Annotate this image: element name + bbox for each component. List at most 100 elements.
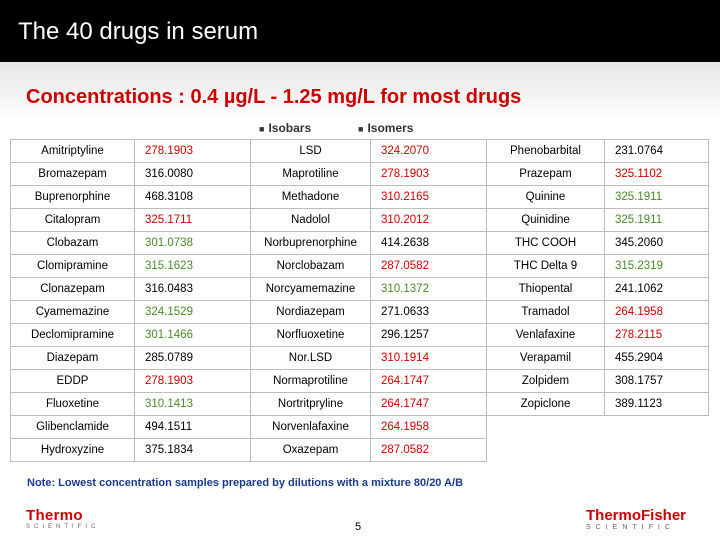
drug-name-cell: Phenobarbital <box>486 139 605 163</box>
logo-left-word: Thermo <box>26 507 83 524</box>
mass-cell: 310.1372 <box>370 277 487 301</box>
table-row: Glibenclamide 494.1511 Norvenlafaxine 264.1… <box>10 415 709 439</box>
drug-name-cell: Quinine <box>486 185 605 209</box>
mass-cell: 278.1903 <box>370 162 487 186</box>
drug-name-cell: Oxazepam <box>250 438 371 462</box>
table-row: Clomipramine 315.1623 Norclobazam 287.0582 T… <box>10 254 709 278</box>
mass-cell: 264.1958 <box>370 415 487 439</box>
drug-name-cell: Norclobazam <box>250 254 371 278</box>
mass-cell: 414.2638 <box>370 231 487 255</box>
drug-name-cell: Nor.LSD <box>250 346 371 370</box>
mass-cell: 310.1413 <box>134 392 251 416</box>
mass-cell: 325.1102 <box>604 162 709 186</box>
drug-name-cell: Normaprotiline <box>250 369 371 393</box>
drug-name-cell: THC COOH <box>486 231 605 255</box>
mass-cell: 264.1958 <box>604 300 709 324</box>
drugs-table: Amitriptyline 278.1903 LSD 324.2070 Phenobar… <box>10 139 709 462</box>
drugs-table-body: Amitriptyline 278.1903 LSD 324.2070 Phenobar… <box>10 139 709 462</box>
mass-cell: 278.2115 <box>604 323 709 347</box>
mass-cell: 325.1711 <box>134 208 251 232</box>
legend-isobars: ■ Isobars <box>259 121 311 135</box>
mass-cell: 285.0789 <box>134 346 251 370</box>
drug-name-cell: Glibenclamide <box>10 415 135 439</box>
mass-cell: 241.1062 <box>604 277 709 301</box>
slide-subtitle: Concentrations : 0.4 µg/L - 1.25 mg/L fo… <box>26 86 522 108</box>
drug-name-cell: THC Delta 9 <box>486 254 605 278</box>
drug-name-cell: Fluoxetine <box>10 392 135 416</box>
page-number: 5 <box>355 521 362 533</box>
mass-cell: 301.0738 <box>134 231 251 255</box>
drug-name-cell: Hydroxyzine <box>10 438 135 462</box>
mass-cell: 264.1747 <box>370 392 487 416</box>
table-row: Bromazepam 316.0080 Maprotiline 278.1903 Pra… <box>10 162 709 186</box>
legend-isobars-label: Isobars <box>268 121 312 135</box>
drug-name-cell: Clonazepam <box>10 277 135 301</box>
mass-cell: 310.1914 <box>370 346 487 370</box>
table-row: Citalopram 325.1711 Nadolol 310.2012 Quinidi… <box>10 208 709 232</box>
drug-name-cell: Venlafaxine <box>486 323 605 347</box>
mass-cell: 287.0582 <box>370 438 487 462</box>
mass-cell: 310.2012 <box>370 208 487 232</box>
drug-name-cell: Quinidine <box>486 208 605 232</box>
drug-name-cell: Tramadol <box>486 300 605 324</box>
drug-name-cell: Zopiclone <box>486 392 605 416</box>
thermo-scientific-logo: Thermo SCIENTIFIC <box>26 508 99 531</box>
bullet-icon: ■ <box>358 124 364 134</box>
table-row: Hydroxyzine 375.1834 Oxazepam 287.0582 <box>10 438 709 462</box>
mass-cell: 316.0080 <box>134 162 251 186</box>
mass-cell: 468.3108 <box>134 185 251 209</box>
mass-cell: 287.0582 <box>370 254 487 278</box>
mass-cell: 345.2060 <box>604 231 709 255</box>
mass-cell: 316.0483 <box>134 277 251 301</box>
subtitle-band <box>0 62 720 120</box>
table-row: Declomipramine 301.1466 Norfluoxetine 296.1… <box>10 323 709 347</box>
mass-cell: 315.1623 <box>134 254 251 278</box>
drug-name-cell: Zolpidem <box>486 369 605 393</box>
mass-cell: 271.0633 <box>370 300 487 324</box>
drug-name-cell: Norcyamemazine <box>250 277 371 301</box>
mass-cell: 494.1511 <box>134 415 251 439</box>
table-row: Diazepam 285.0789 Nor.LSD 310.1914 Verapamil… <box>10 346 709 370</box>
mass-cell: 455.2904 <box>604 346 709 370</box>
table-row: Amitriptyline 278.1903 LSD 324.2070 Phenobar… <box>10 139 709 163</box>
logo-right-sub: SCIENTIFIC <box>586 524 675 531</box>
mass-cell: 264.1747 <box>370 369 487 393</box>
empty-cell <box>605 439 709 462</box>
legend-isomers: ■ Isomers <box>358 121 413 135</box>
mass-cell: 296.1257 <box>370 323 487 347</box>
drug-name-cell: Buprenorphine <box>10 185 135 209</box>
drug-name-cell: Clobazam <box>10 231 135 255</box>
mass-cell: 325.1911 <box>604 208 709 232</box>
drug-name-cell: Methadone <box>250 185 371 209</box>
drug-name-cell: Norbuprenorphine <box>250 231 371 255</box>
note-text: Note: Lowest concentration samples prepa… <box>27 477 464 489</box>
mass-cell: 324.1529 <box>134 300 251 324</box>
legend-isomers-label: Isomers <box>367 121 414 135</box>
mass-cell: 325.1911 <box>604 185 709 209</box>
thermofisher-scientific-logo: ThermoFisher SCIENTIFIC <box>586 508 686 532</box>
drug-name-cell: LSD <box>250 139 371 163</box>
drug-name-cell: Verapamil <box>486 346 605 370</box>
table-row: EDDP 278.1903 Normaprotiline 264.1747 Zolpid… <box>10 369 709 393</box>
drug-name-cell: Cyamemazine <box>10 300 135 324</box>
mass-cell: 315.2319 <box>604 254 709 278</box>
empty-cell <box>487 416 605 439</box>
mass-cell: 308.1757 <box>604 369 709 393</box>
mass-cell: 278.1903 <box>134 369 251 393</box>
slide-title: The 40 drugs in serum <box>18 18 259 45</box>
drug-name-cell: Diazepam <box>10 346 135 370</box>
drug-name-cell: Bromazepam <box>10 162 135 186</box>
drug-name-cell: Citalopram <box>10 208 135 232</box>
empty-cell <box>487 439 605 462</box>
drug-name-cell: Amitriptyline <box>10 139 135 163</box>
table-row: Clobazam 301.0738 Norbuprenorphine 414.2638… <box>10 231 709 255</box>
mass-cell: 278.1903 <box>134 139 251 163</box>
drug-name-cell: Nortritpryline <box>250 392 371 416</box>
table-row: Fluoxetine 310.1413 Nortritpryline 264.1747… <box>10 392 709 416</box>
title-bar: The 40 drugs in serum <box>0 0 720 62</box>
drug-name-cell: Declomipramine <box>10 323 135 347</box>
mass-cell: 310.2165 <box>370 185 487 209</box>
table-row: Clonazepam 316.0483 Norcyamemazine 310.1372… <box>10 277 709 301</box>
empty-cell <box>605 416 709 439</box>
mass-cell: 389.1123 <box>604 392 709 416</box>
